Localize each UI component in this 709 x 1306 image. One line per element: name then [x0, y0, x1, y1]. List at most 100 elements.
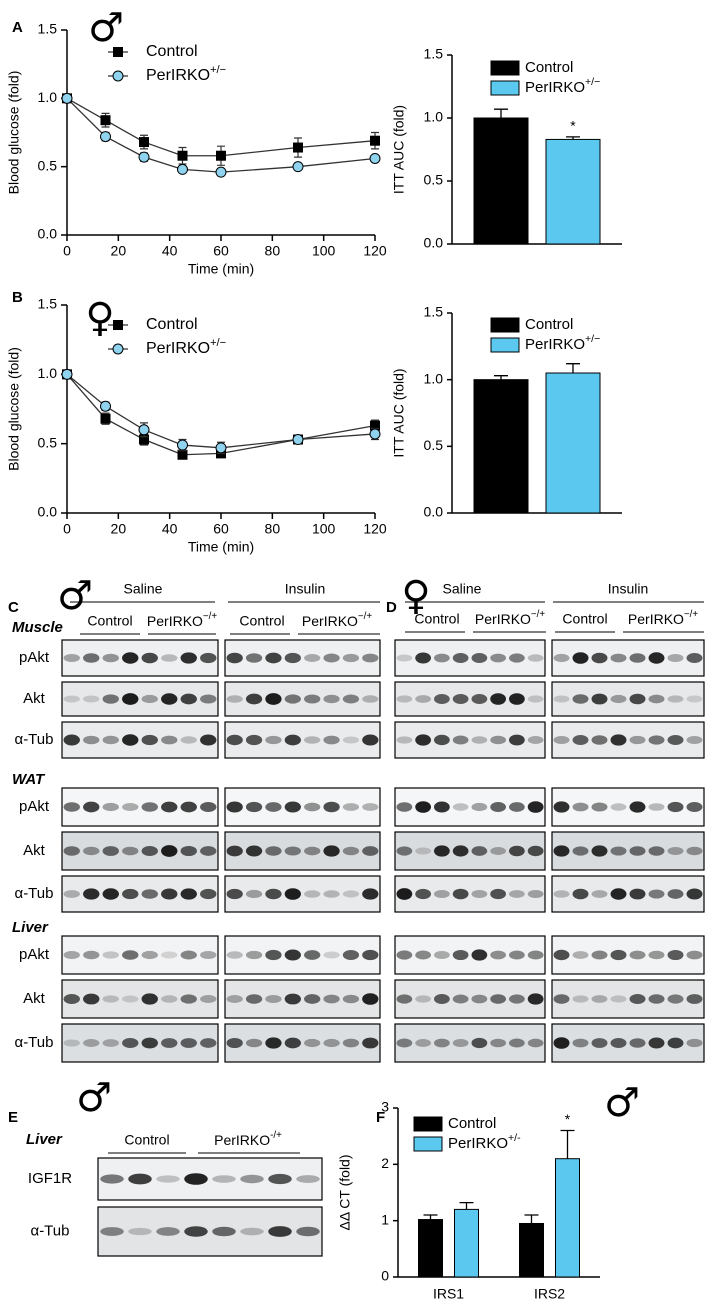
blot-band — [161, 995, 178, 1003]
blot-band — [304, 846, 321, 856]
blot-band — [415, 995, 431, 1003]
blot-band — [141, 889, 158, 899]
row-label: IGF1R — [28, 1170, 72, 1187]
blot-band — [396, 846, 413, 856]
bar — [519, 1222, 544, 1278]
x-tick-label: 0 — [63, 243, 71, 259]
x-tick-label: 80 — [265, 521, 281, 537]
blot-band — [490, 802, 506, 812]
blot-band — [452, 994, 469, 1004]
blot-band — [434, 994, 450, 1004]
x-tick-label: IRS1 — [433, 1286, 464, 1302]
blot-band — [83, 846, 100, 856]
y-axis-label: ITT AUC (fold) — [391, 105, 407, 194]
data-point — [369, 152, 381, 164]
blot-band — [572, 951, 589, 959]
blot-band — [284, 993, 301, 1005]
blot-band — [572, 888, 589, 900]
blot-band — [415, 652, 431, 664]
blot-band — [284, 846, 301, 856]
blot-image — [224, 1023, 381, 1063]
tissue-label: WAT — [12, 771, 46, 788]
blot-band — [553, 695, 570, 703]
blot-band — [265, 1037, 282, 1049]
blot-band — [490, 847, 506, 855]
x-tick-label: IRS2 — [534, 1286, 565, 1302]
blot-band — [667, 734, 684, 746]
blot-band — [667, 695, 684, 703]
blot-band — [212, 1226, 236, 1237]
data-point — [215, 166, 227, 178]
group-label: Saline — [124, 581, 163, 597]
bar — [473, 117, 529, 245]
blot-band — [323, 845, 340, 857]
blot-band — [63, 846, 80, 856]
blot-band — [667, 889, 684, 899]
blot-band — [667, 801, 684, 813]
row-label: Akt — [23, 842, 46, 859]
blot-band — [161, 654, 178, 662]
blot-band — [415, 950, 431, 960]
blot-band — [102, 1039, 119, 1047]
blot-band — [63, 950, 80, 960]
blot-band — [265, 693, 282, 705]
sex-symbol: ♂ — [88, 5, 124, 51]
blot-band — [667, 994, 684, 1004]
y-tick-label: 0 — [381, 1268, 389, 1284]
row-label: pAkt — [19, 798, 50, 815]
blot-band — [122, 1037, 139, 1049]
legend-label: PerIRKO+/− — [525, 76, 600, 96]
blot-band — [284, 888, 301, 900]
blot-band — [610, 803, 627, 811]
blot-band — [83, 1039, 100, 1047]
blot-band — [509, 802, 525, 812]
blot-band — [648, 694, 665, 704]
blot-band — [591, 845, 608, 857]
x-tick-label: 40 — [162, 521, 178, 537]
blot-band — [161, 888, 178, 900]
blot-band — [200, 652, 217, 664]
y-tick-label: 0.0 — [424, 504, 444, 520]
blot-band — [100, 1174, 124, 1184]
blot-band — [610, 949, 627, 961]
blot-band — [265, 949, 282, 961]
blot-band — [122, 693, 139, 705]
data-point — [100, 115, 111, 126]
blot-band — [83, 888, 100, 900]
blot-band — [553, 653, 570, 663]
blot-band — [63, 734, 80, 746]
legend-swatch — [490, 80, 520, 96]
data-point — [370, 420, 380, 431]
x-tick-label: 20 — [111, 243, 127, 259]
blot-band — [434, 889, 450, 899]
blot-band — [553, 1037, 570, 1049]
y-axis-label: ITT AUC (fold) — [391, 368, 407, 457]
blot-band — [396, 802, 413, 812]
blot-band — [200, 694, 217, 704]
y-tick-label: 1 — [381, 1211, 389, 1227]
blot-band — [362, 803, 379, 811]
legend-swatch — [490, 337, 520, 353]
blot-band — [245, 693, 263, 705]
row-label: Akt — [23, 990, 46, 1007]
blot-band — [284, 949, 301, 961]
row-label: pAkt — [19, 649, 50, 666]
blot-band — [591, 1038, 608, 1048]
blot-band — [686, 695, 703, 703]
blot-band — [212, 1175, 236, 1183]
sex-symbol: ♂ — [57, 573, 93, 619]
blot-band — [102, 888, 119, 900]
panel-label: E — [8, 1109, 18, 1126]
blot-band — [265, 846, 282, 856]
blot-band — [396, 950, 413, 960]
blot-band — [63, 802, 80, 812]
x-axis-label: Time (min) — [188, 539, 254, 555]
blot-band — [471, 736, 488, 744]
blot-band — [610, 653, 627, 663]
group-label: Control — [87, 613, 132, 629]
blot-band — [434, 1038, 450, 1048]
blot-band — [572, 802, 589, 812]
sex-symbol: ♂ — [604, 1080, 640, 1126]
blot-band — [471, 653, 488, 663]
